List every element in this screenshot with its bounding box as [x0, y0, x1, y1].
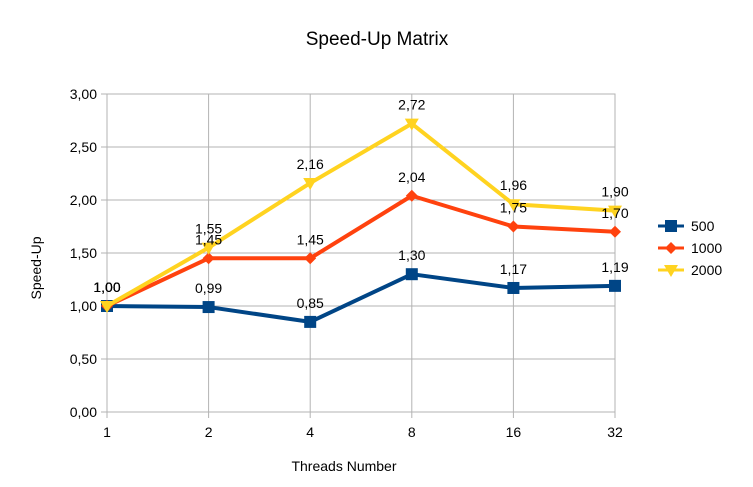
data-label-500: 1,19 — [601, 259, 628, 275]
x-tick-label: 2 — [205, 424, 213, 440]
series-2000 — [100, 118, 622, 313]
data-point-2000 — [303, 178, 318, 191]
x-tick-label: 32 — [607, 424, 623, 440]
data-label-2000: 1,00 — [93, 279, 120, 295]
data-point-500 — [609, 279, 621, 292]
plot-area-frame — [106, 93, 616, 413]
legend-label: 1000 — [691, 240, 722, 256]
y-tick-label: 0,50 — [70, 351, 97, 367]
data-point-2000 — [608, 205, 622, 218]
chart-title: Speed-Up Matrix — [306, 29, 449, 50]
data-label-2000: 1,90 — [601, 184, 628, 200]
y-tick-label: 1,00 — [70, 298, 97, 314]
data-point-2000 — [506, 199, 521, 212]
x-axis-label: Threads Number — [291, 458, 396, 474]
y-tick-label: 2,50 — [70, 139, 97, 155]
data-label-1000: 1,00 — [93, 279, 120, 295]
x-tick-label: 4 — [306, 424, 314, 440]
data-label-500: 1,17 — [500, 261, 527, 277]
data-point-2000 — [100, 301, 114, 313]
legend-marker — [665, 220, 677, 232]
data-point-2000 — [201, 242, 216, 255]
data-labels: 1,00 0,990,851,301,17 1,191,001,45 1,452,04… — [93, 97, 628, 311]
data-label-500: 1,30 — [398, 247, 425, 263]
y-axis-label: Speed-Up — [28, 236, 44, 299]
data-label-500: 1,00 — [93, 279, 120, 295]
y-tick-label: 3,00 — [70, 86, 97, 102]
series-line-1000 — [106, 193, 616, 308]
legend-item-500: 500 — [658, 218, 715, 234]
data-label-2000: 1,96 — [500, 177, 527, 193]
legend-marker — [665, 242, 677, 254]
data-point-500 — [202, 301, 215, 314]
y-tick-label: 1,50 — [70, 245, 97, 261]
x-tick-label: 8 — [408, 424, 416, 440]
data-label-1000: 1,75 — [500, 200, 527, 216]
legend-label: 2000 — [691, 262, 722, 278]
data-label-1000: 1,45 — [195, 231, 222, 247]
data-label-500: 0,85 — [297, 295, 324, 311]
data-point-1000 — [507, 220, 520, 233]
data-label-2000: 2,72 — [398, 97, 425, 113]
data-point-500 — [405, 268, 418, 281]
data-label-500: 0,99 — [195, 280, 222, 296]
y-tick-label: 2,00 — [70, 192, 97, 208]
data-point-500 — [304, 315, 317, 328]
data-label-1000: 1,70 — [601, 205, 628, 221]
data-label-1000: 1,45 — [297, 231, 324, 247]
y-tick-label: 0,00 — [70, 404, 97, 420]
data-point-2000 — [404, 118, 419, 131]
legend-marker — [664, 265, 678, 277]
data-point-1000 — [609, 225, 621, 238]
data-label-1000: 2,04 — [398, 169, 425, 185]
series-group — [100, 118, 622, 328]
series-line-500 — [106, 272, 616, 324]
data-point-1000 — [405, 189, 418, 202]
legend-label: 500 — [691, 218, 715, 234]
data-point-1000 — [304, 252, 317, 265]
x-tick-label: 1 — [103, 424, 111, 440]
legend-item-1000: 1000 — [658, 240, 722, 256]
data-point-1000 — [202, 252, 215, 265]
series-line-2000 — [106, 121, 616, 308]
data-point-500 — [507, 281, 520, 294]
data-label-2000: 2,16 — [297, 156, 324, 172]
legend: 500 1000 2000 — [658, 218, 722, 278]
data-label-2000: 1,55 — [195, 221, 222, 237]
x-tick-label: 16 — [506, 424, 522, 440]
axes: 0,00 0,50 1,00 1,50 2,00 2,50 3,00 1 2 4 8 16 32 — [70, 86, 623, 440]
legend-item-2000: 2000 — [658, 262, 722, 278]
